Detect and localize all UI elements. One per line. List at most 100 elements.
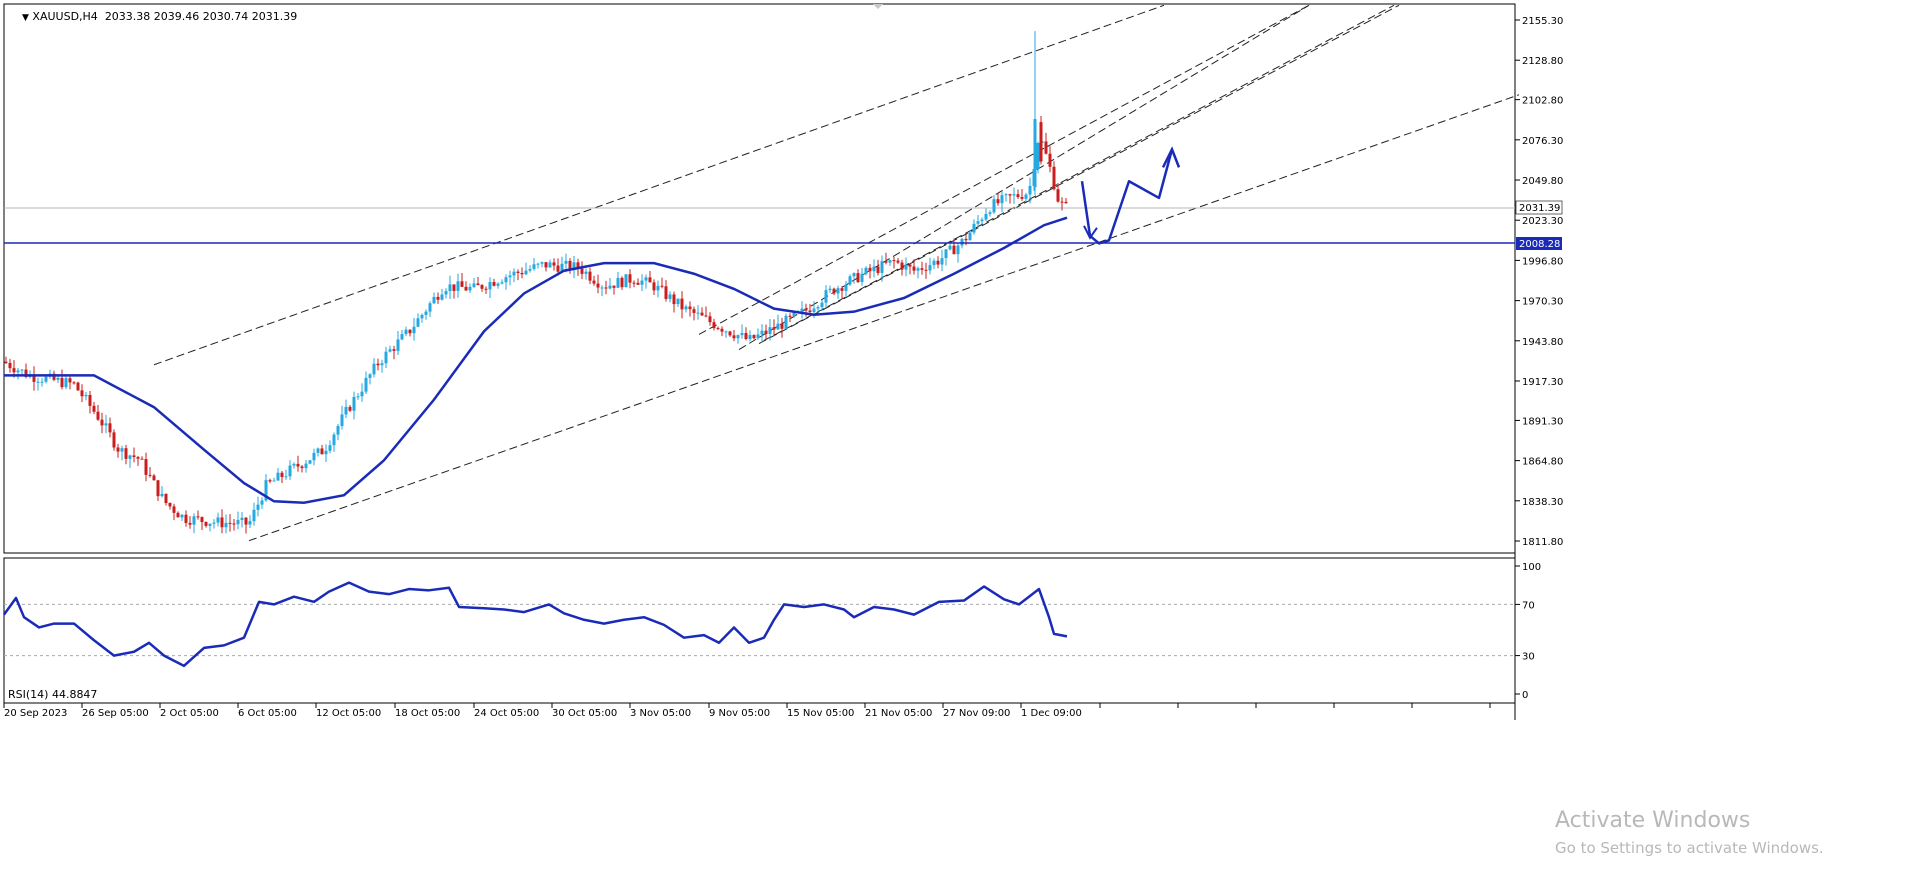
candle-body	[192, 516, 196, 525]
watermark-subtitle: Go to Settings to activate Windows.	[1555, 839, 1824, 857]
candle-body	[92, 405, 96, 412]
candle-body	[132, 455, 136, 458]
candle-body	[920, 268, 924, 270]
candle-body	[728, 331, 732, 336]
candle-body	[300, 466, 304, 469]
candle-body	[388, 349, 392, 352]
rsi-tick-label: 30	[1522, 652, 1535, 663]
candle-body	[444, 291, 448, 295]
candle-body	[244, 517, 248, 525]
candle-body	[264, 480, 268, 501]
main-price-pane[interactable]	[3, 3, 1516, 554]
candle-body	[912, 266, 916, 271]
rsi-title: RSI(14) 44.8847	[8, 688, 98, 701]
candle-body	[176, 512, 180, 518]
candle-body	[120, 448, 124, 452]
candle-body	[440, 294, 444, 300]
candle-body	[584, 271, 588, 274]
candle-body	[84, 394, 88, 397]
candle-body	[4, 361, 8, 363]
candle-body	[564, 260, 568, 264]
candle-body	[624, 274, 628, 288]
candle-body	[648, 277, 652, 283]
candle-body	[308, 460, 312, 464]
current-price-badge	[1515, 200, 1563, 215]
candle-body	[104, 423, 108, 426]
candle-body	[400, 334, 404, 340]
time-tick-label: 12 Oct 05:00	[316, 708, 381, 719]
candle-body	[832, 288, 836, 294]
candle-body	[608, 285, 612, 289]
price-tick-label: 1970.30	[1522, 297, 1563, 308]
candle-body	[944, 249, 948, 259]
rsi-tick-label: 100	[1522, 562, 1541, 573]
candle-body	[216, 517, 220, 523]
candle-body	[684, 306, 688, 310]
candle-body	[360, 391, 364, 397]
down-arrow-icon	[1083, 225, 1098, 240]
candle-body	[664, 286, 668, 299]
candle-body	[764, 330, 768, 334]
candle-body	[364, 377, 368, 392]
candle-body	[992, 199, 996, 213]
candle-body	[412, 326, 416, 334]
candle-body	[548, 262, 552, 268]
price-tick-label: 1996.80	[1522, 256, 1563, 267]
candle-body	[1039, 122, 1043, 162]
price-tick-label: 2155.30	[1522, 16, 1563, 27]
candle-body	[112, 432, 116, 448]
candle-body	[332, 434, 336, 446]
rsi-pane[interactable]	[3, 557, 1516, 704]
candle-body	[228, 522, 232, 524]
candle-body	[456, 281, 460, 291]
candle-body	[484, 288, 488, 290]
candle-body	[464, 286, 468, 291]
candle-body	[324, 450, 328, 455]
candle-body	[952, 245, 956, 255]
candle-body	[808, 310, 812, 313]
candle-body	[100, 419, 104, 426]
candle-body	[828, 288, 832, 291]
candle-body	[636, 282, 640, 285]
candle-body	[956, 245, 960, 255]
candle-body	[896, 260, 900, 263]
candle-body	[524, 270, 528, 275]
candle-body	[516, 271, 520, 273]
candle-body	[656, 285, 660, 291]
candle-body	[880, 261, 884, 273]
candle-body	[432, 296, 436, 304]
price-tick-label: 1917.30	[1522, 377, 1563, 388]
candle-body	[68, 378, 72, 383]
candle-body	[688, 306, 692, 310]
candle-body	[156, 480, 160, 497]
candle-body	[172, 506, 176, 513]
candle-body	[996, 199, 1000, 204]
candle-body	[52, 373, 56, 380]
candle-body	[968, 232, 972, 241]
candle-body	[840, 288, 844, 291]
candle-body	[284, 476, 288, 478]
candle-body	[12, 368, 16, 373]
candle-body	[420, 314, 424, 319]
candle-body	[844, 284, 848, 291]
time-tick-label: 18 Oct 05:00	[395, 708, 460, 719]
shift-marker-icon[interactable]	[873, 4, 883, 9]
rsi-tick-label: 70	[1522, 600, 1535, 611]
candle-body	[708, 316, 712, 323]
candle-body	[592, 280, 596, 284]
candle-body	[1060, 201, 1064, 203]
time-tick-label: 27 Nov 09:00	[943, 708, 1010, 719]
candle-body	[304, 463, 308, 469]
time-tick-label: 21 Nov 05:00	[865, 708, 932, 719]
candle-body	[632, 282, 636, 284]
rsi-line	[2, 581, 1068, 668]
candle-body	[836, 288, 840, 294]
candle-body	[336, 426, 340, 435]
candle-body	[536, 263, 540, 265]
symbol-label: XAUUSD,H4	[32, 10, 98, 23]
price-tick-label: 1943.80	[1522, 337, 1563, 348]
candle-body	[200, 517, 204, 522]
candle-body	[756, 334, 760, 339]
candle-body	[180, 514, 184, 518]
